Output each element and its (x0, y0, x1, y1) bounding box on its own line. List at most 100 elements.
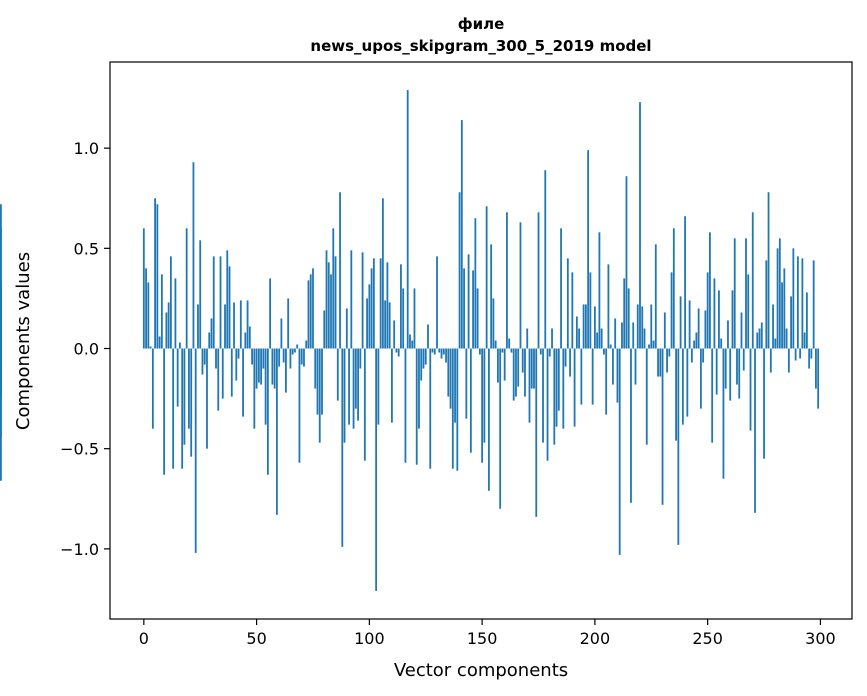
bar-12 (169, 256, 172, 349)
bar-122 (418, 348, 420, 429)
bar-189 (569, 348, 571, 377)
bar-undefined (0, 348, 2, 369)
bar-157 (497, 348, 499, 383)
bar-117 (406, 90, 409, 349)
bar-92 (350, 250, 353, 349)
bar-126 (427, 324, 429, 349)
x-tick-label: 250 (692, 629, 723, 648)
y-tick-label: −0.5 (60, 440, 99, 459)
bar-165 (515, 348, 517, 397)
bar-127 (429, 348, 432, 469)
bar-128 (431, 348, 434, 353)
bar-161 (506, 212, 508, 349)
bar-115 (402, 288, 405, 349)
bar-164 (512, 348, 515, 401)
bar-196 (584, 304, 587, 349)
bar-152 (485, 206, 488, 349)
bar-104 (377, 348, 380, 425)
bar-45 (244, 332, 247, 349)
bar-78 (318, 348, 321, 443)
bar-168 (521, 348, 524, 373)
bar-185 (560, 228, 562, 349)
bar-281 (776, 248, 779, 349)
bar-178 (544, 170, 547, 349)
bar-172 (530, 348, 533, 389)
bar-112 (395, 348, 398, 353)
bar-68 (296, 344, 299, 349)
bar-213 (623, 278, 626, 349)
bar-166 (517, 348, 520, 387)
bar-109 (388, 302, 391, 349)
bar-155 (492, 298, 495, 349)
bar-14 (174, 278, 177, 349)
bars-group (0, 90, 820, 591)
bar-62 (282, 348, 285, 363)
bar-142 (463, 268, 465, 349)
bar-95 (357, 348, 359, 421)
bar-38 (228, 266, 231, 349)
bar-undefined (0, 288, 2, 349)
bar-257 (722, 348, 725, 479)
bar-99 (366, 298, 368, 349)
bar-69 (298, 348, 301, 463)
bar-237 (677, 348, 680, 545)
bar-150 (481, 348, 484, 463)
bar-203 (600, 328, 603, 349)
bar-222 (643, 328, 646, 349)
bar-17 (181, 348, 184, 469)
bar-118 (409, 334, 411, 349)
bar-133 (442, 348, 445, 355)
bar-171 (528, 348, 531, 423)
bar-207 (609, 344, 612, 349)
bar-163 (510, 348, 513, 353)
bar-107 (384, 300, 387, 349)
bar-110 (391, 348, 393, 423)
bar-289 (794, 348, 797, 361)
bar-91 (348, 348, 350, 425)
bar-89 (343, 348, 346, 443)
bar-245 (695, 332, 698, 349)
x-tick-label: 200 (580, 629, 611, 648)
bar-138 (454, 348, 456, 423)
bar-233 (668, 348, 671, 357)
bar-242 (688, 300, 691, 349)
bar-51 (257, 348, 260, 383)
bar-204 (603, 348, 605, 355)
bar-40 (233, 302, 235, 349)
bar-187 (564, 348, 567, 367)
bar-124 (422, 348, 425, 369)
bar-18 (183, 348, 186, 445)
bar-192 (575, 316, 578, 349)
bar-88 (341, 348, 344, 547)
bar-5 (154, 198, 156, 349)
bar-162 (508, 338, 511, 349)
bar-15 (176, 348, 179, 407)
bar-135 (447, 348, 450, 397)
bar-208 (612, 348, 614, 385)
x-tick-label: 150 (467, 629, 498, 648)
bar-65 (289, 348, 292, 369)
bar-226 (652, 340, 655, 349)
bar-299 (817, 348, 820, 409)
chart-title-line1: филе (458, 15, 505, 33)
bar-275 (763, 348, 765, 459)
bar-61 (280, 318, 283, 349)
bar-179 (546, 348, 549, 461)
x-tick-label: 100 (354, 629, 385, 648)
bar-28 (206, 348, 208, 449)
bar-32 (215, 348, 217, 369)
bar-287 (790, 296, 792, 349)
bar-201 (596, 332, 599, 349)
bar-37 (226, 250, 229, 349)
bar-24 (197, 304, 199, 349)
bar-247 (699, 348, 702, 409)
bar-297 (812, 260, 815, 349)
bar-47 (248, 326, 251, 349)
bar-143 (465, 348, 468, 419)
bar-278 (769, 348, 772, 373)
bar-227 (654, 244, 657, 349)
bar-215 (627, 288, 630, 349)
bar-96 (359, 348, 362, 369)
bar-106 (381, 198, 384, 349)
bar-258 (724, 348, 727, 389)
